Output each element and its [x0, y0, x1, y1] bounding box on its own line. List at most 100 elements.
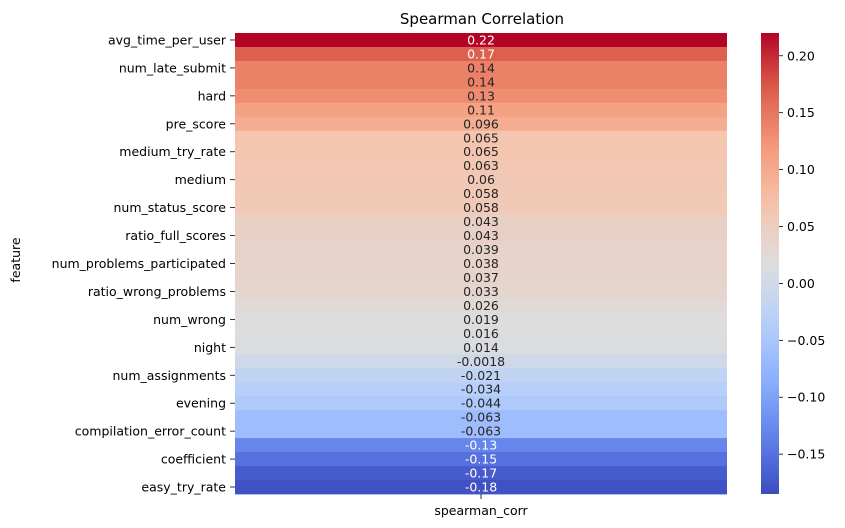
heatmap-cell	[235, 326, 727, 341]
cell-value-label: -0.063	[461, 424, 501, 439]
cell-value-label: 0.033	[463, 284, 499, 299]
heatmap-cell	[235, 382, 727, 397]
heatmap-cell	[235, 312, 727, 327]
y-axis-label: feature	[8, 237, 23, 282]
cell-value-label: 0.043	[463, 228, 499, 243]
cell-value-label: 0.038	[463, 256, 499, 271]
heatmap-cell	[235, 60, 727, 76]
cell-value-label: 0.06	[467, 172, 495, 187]
heatmap-cell	[235, 102, 727, 118]
row-tick-label: pre_score	[166, 116, 227, 131]
heatmap-cell	[235, 298, 727, 313]
heatmap-cell	[235, 256, 727, 271]
cell-value-label: 0.037	[463, 270, 499, 285]
cell-value-label: 0.14	[467, 74, 495, 89]
row-tick-label: evening	[176, 396, 226, 411]
heatmap-cell	[235, 186, 727, 202]
cell-value-label: -0.063	[461, 410, 501, 425]
cell-value-label: 0.019	[463, 312, 499, 327]
heatmap-cell	[235, 438, 727, 453]
cell-value-label: 0.065	[463, 130, 499, 145]
heatmap-cell	[235, 270, 727, 285]
colorbar-tick-label: −0.05	[787, 333, 825, 348]
heatmap-cell	[235, 284, 727, 299]
row-tick-label: num_assignments	[113, 368, 227, 383]
heatmap-cell-labels: 0.220.170.140.140.130.110.0960.0650.0650…	[457, 32, 505, 494]
cell-value-label: 0.22	[467, 32, 495, 47]
colorbar-tick-label: −0.15	[787, 447, 825, 462]
cell-value-label: -0.021	[461, 368, 501, 383]
cell-value-label: 0.014	[463, 340, 499, 355]
row-tick-label: night	[194, 340, 226, 355]
row-tick-label: compilation_error_count	[75, 424, 226, 439]
heatmap-cell	[235, 46, 727, 62]
cell-value-label: -0.044	[461, 396, 501, 411]
row-tick-label: num_problems_participated	[52, 256, 226, 271]
cell-value-label: 0.063	[463, 158, 499, 173]
heatmap-cell	[235, 214, 727, 229]
cell-value-label: 0.17	[467, 46, 495, 61]
cell-value-label: 0.13	[467, 88, 495, 103]
heatmap-cell	[235, 424, 727, 439]
cell-value-label: 0.065	[463, 144, 499, 159]
heatmap-cell	[235, 410, 727, 425]
heatmap-cell	[235, 466, 727, 481]
heatmap-cell	[235, 452, 727, 467]
row-tick-label: ratio_wrong_problems	[88, 284, 226, 299]
heatmap-cell	[235, 396, 727, 411]
heatmap-cell	[235, 368, 727, 383]
colorbar-tick-label: 0.10	[787, 162, 815, 177]
chart-title: Spearman Correlation	[400, 10, 564, 28]
cell-value-label: 0.11	[467, 102, 495, 117]
colorbar-tick-label: 0.00	[787, 276, 815, 291]
heatmap-cell	[235, 480, 727, 495]
heatmap-cells	[235, 33, 727, 495]
colorbar	[761, 33, 779, 494]
heatmap-cell	[235, 74, 727, 90]
row-tick-label: easy_try_rate	[141, 480, 226, 495]
heatmap-cell	[235, 228, 727, 243]
cell-value-label: -0.034	[461, 382, 501, 397]
row-tick-label: num_wrong	[153, 312, 226, 327]
row-tick-label: ratio_full_scores	[125, 228, 226, 243]
colorbar-ticks: 0.20 0.15 0.10 0.05 0.00 −0.05 −0.10 −0.15	[779, 48, 825, 462]
heatmap-cell	[235, 172, 727, 188]
cell-value-label: -0.17	[465, 466, 497, 481]
heatmap-cell	[235, 200, 727, 216]
cell-value-label: 0.058	[463, 186, 499, 201]
colorbar-tick-label: −0.10	[787, 390, 825, 405]
cell-value-label: 0.043	[463, 214, 499, 229]
cell-value-label: 0.016	[463, 326, 499, 341]
heatmap-cell	[235, 158, 727, 174]
heatmap-cell	[235, 88, 727, 104]
cell-value-label: -0.18	[465, 480, 497, 495]
heatmap-cell	[235, 116, 727, 132]
cell-value-label: 0.14	[467, 60, 495, 75]
heatmap-cell	[235, 354, 727, 369]
cell-value-label: 0.058	[463, 200, 499, 215]
row-tick-label: avg_time_per_user	[108, 32, 227, 47]
row-tick-label: hard	[198, 88, 226, 103]
colorbar-tick-label: 0.20	[787, 48, 815, 63]
row-tick-label: coefficient	[161, 452, 226, 467]
row-tick-label: medium	[175, 172, 226, 187]
heatmap-cell	[235, 130, 727, 146]
heatmap-cell	[235, 144, 727, 160]
cell-value-label: -0.13	[465, 438, 497, 453]
cell-value-label: 0.026	[463, 298, 499, 313]
x-tick-label-spearman-corr: spearman_corr	[434, 503, 528, 518]
cell-value-label: 0.039	[463, 242, 499, 257]
cell-value-label: -0.0018	[457, 354, 505, 369]
cell-value-label: 0.096	[463, 116, 499, 131]
heatmap-cell	[235, 242, 727, 257]
heatmap-cell	[235, 33, 727, 48]
cell-value-label: -0.15	[465, 452, 497, 467]
heatmap-cell	[235, 340, 727, 355]
row-tick-label: num_late_submit	[119, 60, 226, 75]
colorbar-tick-label: 0.15	[787, 105, 815, 120]
row-tick-label: num_status_score	[113, 200, 226, 215]
colorbar-tick-label: 0.05	[787, 219, 815, 234]
row-tick-label: medium_try_rate	[119, 144, 226, 159]
